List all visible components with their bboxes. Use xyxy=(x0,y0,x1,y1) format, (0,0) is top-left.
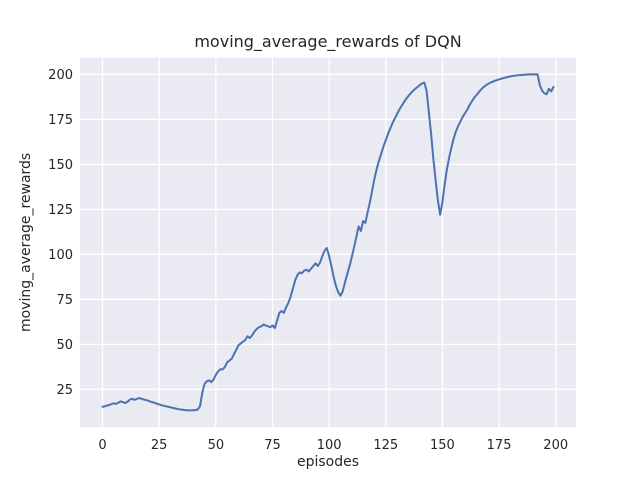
y-tick-label-75: 75 xyxy=(56,293,73,308)
x-tick-label-0: 0 xyxy=(98,438,106,453)
y-tick-label-50: 50 xyxy=(56,338,73,353)
y-tick-label-200: 200 xyxy=(48,68,73,83)
x-tick-labels: 0 25 50 75 100 125 150 175 200 xyxy=(98,438,568,453)
x-tick-label-200: 200 xyxy=(543,438,568,453)
x-tick-label-175: 175 xyxy=(487,438,512,453)
x-tick-label-75: 75 xyxy=(264,438,281,453)
y-tick-label-175: 175 xyxy=(48,113,73,128)
y-tick-label-25: 25 xyxy=(56,383,73,398)
y-tick-labels: 25 50 75 100 125 150 175 200 xyxy=(48,68,73,398)
x-tick-label-100: 100 xyxy=(317,438,342,453)
x-tick-label-50: 50 xyxy=(208,438,225,453)
y-axis-label: moving_average_rewards xyxy=(18,153,34,332)
y-tick-label-150: 150 xyxy=(48,158,73,173)
y-tick-label-125: 125 xyxy=(48,203,73,218)
chart-title: moving_average_rewards of DQN xyxy=(194,32,461,52)
plot-area xyxy=(80,57,576,428)
y-tick-label-100: 100 xyxy=(48,248,73,263)
x-axis-label: episodes xyxy=(297,454,359,470)
x-tick-label-125: 125 xyxy=(373,438,398,453)
x-tick-label-25: 25 xyxy=(151,438,168,453)
dqn-reward-line xyxy=(101,73,555,412)
x-tick-label-150: 150 xyxy=(430,438,455,453)
